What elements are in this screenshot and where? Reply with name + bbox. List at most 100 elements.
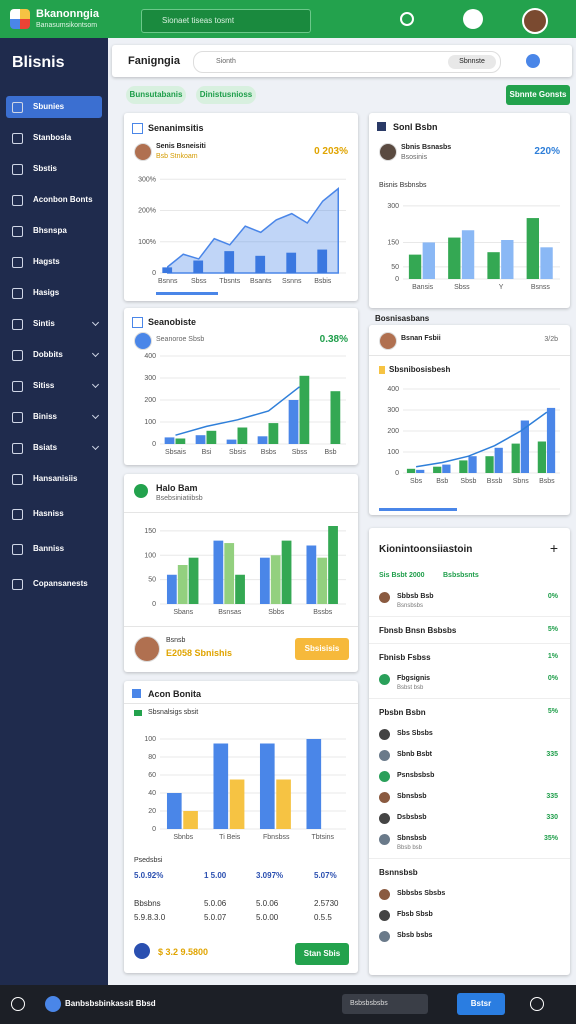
bar — [317, 249, 328, 273]
card-title: Sonl Bsbn — [393, 122, 438, 132]
list-row: Sbbsbs Sbsbs — [369, 885, 570, 906]
icon[interactable] — [400, 12, 414, 26]
icon[interactable] — [11, 997, 25, 1011]
chip[interactable]: Bunsutabanis — [126, 86, 186, 104]
nav-icon — [12, 319, 23, 330]
bar — [206, 430, 217, 444]
search-box[interactable]: Sionth Sbnnste — [193, 51, 501, 73]
nav-item[interactable]: Sintis — [6, 313, 102, 335]
icon[interactable] — [526, 54, 540, 68]
bar — [487, 252, 500, 279]
x-tick-label: Sbbs — [268, 609, 284, 616]
table-cell: 5.07% — [314, 871, 337, 880]
bar — [468, 456, 477, 473]
nav-item[interactable]: Hansanisiis — [6, 468, 102, 490]
bar — [224, 251, 235, 273]
user-avatar[interactable] — [522, 8, 548, 34]
y-tick-label: 0 — [152, 441, 156, 448]
bar — [235, 574, 245, 604]
icon — [134, 943, 150, 959]
card-title: Senanimsitis — [148, 123, 204, 133]
icon[interactable] — [530, 997, 544, 1011]
nav-item[interactable]: Bhsnspa — [6, 220, 102, 242]
bar — [299, 375, 310, 444]
bar — [328, 526, 338, 604]
person-sub: Bsosinis — [401, 154, 428, 161]
app-subtitle: Banasumsikontsom — [36, 22, 98, 29]
nav-item[interactable]: Hasniss — [6, 503, 102, 525]
bar — [166, 793, 182, 829]
card-subtitle: Bisnis Bsbnsbs — [379, 182, 427, 189]
list-name: Sbs Sbsbs — [397, 730, 433, 737]
person-name: Senis Bsneisiti — [156, 143, 206, 150]
metric: 0.38% — [319, 334, 348, 345]
x-tick-label: Bsbis — [314, 278, 332, 285]
nav-item[interactable]: Copansanests — [6, 573, 102, 595]
button[interactable]: Sbsisisis — [295, 638, 349, 660]
bar — [306, 545, 317, 604]
icon — [377, 122, 386, 131]
bar — [485, 456, 494, 473]
nav-item[interactable]: Aconbon Bonts — [6, 189, 102, 211]
sidebar-title: Blisnis — [12, 54, 65, 71]
list-value: 330 — [546, 814, 558, 821]
nav-item[interactable]: Biniss — [6, 406, 102, 428]
nav-item[interactable]: Sitiss — [6, 375, 102, 397]
nav-item[interactable]: Banniss — [6, 538, 102, 560]
nav-label: Hasniss — [33, 509, 64, 518]
nav-label: Dobbits — [33, 350, 63, 359]
bar — [259, 743, 275, 829]
x-tick-label: Bsb — [324, 449, 336, 456]
avatar — [379, 792, 390, 803]
avatar — [379, 813, 390, 824]
list-name: Sbsb bsbs — [397, 932, 433, 939]
nav-item[interactable]: Hagsts — [6, 251, 102, 273]
button[interactable]: Stan Sbis — [295, 943, 349, 965]
list-name: Dsbsbsb — [397, 814, 427, 821]
x-tick-label: Bssb — [487, 478, 503, 485]
nav-item[interactable]: Sbstis — [6, 158, 102, 180]
action-button[interactable]: Sbnnte Gonsts — [506, 85, 570, 105]
list-name: Sbbsbs Sbsbs — [397, 890, 446, 897]
x-tick-label: Sbs — [410, 478, 423, 485]
person-name: Bsnan Fsbii — [401, 335, 441, 342]
bar — [511, 443, 520, 473]
bar — [459, 460, 468, 473]
nav-item[interactable]: Sbunies — [6, 96, 102, 118]
list-value: 335 — [546, 793, 558, 800]
bar — [281, 540, 292, 604]
chip[interactable]: Dinistusnioss — [196, 86, 256, 104]
card: Bsnan Fsbii 3/2b Sbsnibosisbesh 0 100 200 3… — [369, 325, 570, 515]
nav-item[interactable]: Hasigs — [6, 282, 102, 304]
bar — [288, 400, 299, 444]
nav-label: Hagsts — [33, 257, 60, 266]
y-tick-label: 200 — [387, 428, 399, 435]
card-title: Seanobiste — [148, 317, 197, 327]
icon — [132, 317, 143, 328]
avatar — [379, 910, 390, 921]
chart: 0 50 150 300 Bansis Sbss Y Bsnss — [387, 203, 560, 291]
nav-item[interactable]: Dobbits — [6, 344, 102, 366]
add-icon[interactable]: + — [549, 540, 558, 556]
list-name: Sbnsbsb — [397, 835, 427, 842]
list-name: Sbnsbsb — [397, 793, 427, 800]
search-box[interactable]: Sionaet tiseas tosmt — [141, 9, 311, 33]
bar — [461, 230, 475, 279]
icon — [45, 996, 61, 1012]
bar — [177, 565, 188, 604]
list-row: Sbbsb Bsb Bsnsbsbs 0% — [369, 588, 570, 616]
nav-item[interactable]: Stanbosla — [6, 127, 102, 149]
chevron — [91, 380, 100, 389]
icon — [132, 689, 141, 698]
page-title: Fanigngia — [128, 55, 180, 67]
table-cell: 5.0.00 — [256, 913, 279, 922]
icon[interactable] — [463, 9, 483, 29]
nav-item[interactable]: Bsiats — [6, 437, 102, 459]
button[interactable]: Bstsr — [457, 993, 505, 1015]
search-box[interactable]: Bsbsbsbsbs — [342, 994, 428, 1014]
bar — [537, 441, 547, 473]
select[interactable]: Sbsnalsigs sbsit — [148, 709, 199, 716]
nav-icon — [12, 164, 23, 175]
nav-label: Sintis — [33, 319, 55, 328]
search-button[interactable]: Sbnnste — [448, 55, 496, 69]
